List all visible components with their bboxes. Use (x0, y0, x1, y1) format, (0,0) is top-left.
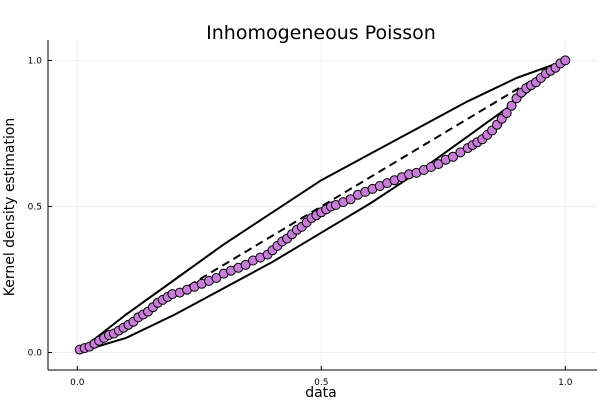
points-layer (74, 55, 571, 355)
band-lower-curve (77, 59, 566, 354)
data-point (560, 55, 571, 66)
data-point (211, 273, 222, 283)
y-axis-title: Kernel density estimation (2, 118, 18, 297)
data-point (455, 147, 466, 158)
band-upper-curve (76, 59, 566, 354)
data-point (501, 108, 512, 118)
y-tick-label: 0.5 (28, 202, 42, 212)
y-ticks: 0.0 0.5 1.0 (28, 56, 52, 358)
x-tick-label: 0.5 (314, 378, 328, 388)
y-tick-label: 0.0 (28, 348, 43, 358)
data-point (448, 151, 458, 162)
data-point (506, 100, 517, 111)
plot-frame (47, 40, 597, 371)
x-axis-title: data (305, 385, 337, 400)
x-ticks: 0.0 0.5 1.0 (70, 366, 573, 388)
confidence-band (76, 59, 566, 354)
data-point (345, 194, 356, 205)
x-tick-label: 1.0 (558, 378, 573, 388)
data-point (240, 259, 251, 270)
x-tick-label: 0.0 (70, 378, 85, 388)
y-tick-label: 1.0 (28, 56, 43, 66)
chart-title: Inhomogeneous Poisson (206, 22, 436, 44)
data-point (433, 159, 444, 170)
